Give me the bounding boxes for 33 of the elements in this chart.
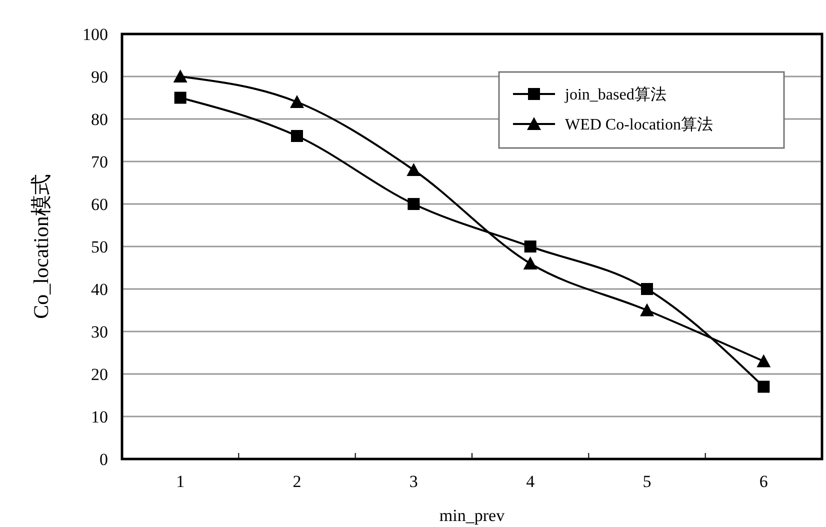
point xyxy=(641,283,653,295)
y-tick-label: 0 xyxy=(100,450,108,469)
y-tick-label: 50 xyxy=(91,237,108,256)
point xyxy=(290,95,304,108)
point xyxy=(173,70,188,82)
y-tick-label: 100 xyxy=(82,24,108,44)
point xyxy=(291,130,303,142)
point xyxy=(174,92,186,104)
point xyxy=(523,256,538,270)
x-tick-label: 1 xyxy=(176,472,185,491)
y-tick-label: 20 xyxy=(91,364,108,384)
point xyxy=(524,240,536,252)
x-tick-label: 4 xyxy=(526,472,536,491)
point xyxy=(758,380,770,393)
legend-label: join_based算法 xyxy=(564,86,666,104)
x-tick-label: 2 xyxy=(292,472,302,491)
y-tick-label: 60 xyxy=(91,194,108,214)
x-tick-label: 3 xyxy=(409,472,418,491)
y-tick-label: 70 xyxy=(91,152,108,172)
y-tick-label: 80 xyxy=(91,110,108,129)
x-tick-label: 6 xyxy=(759,472,768,491)
x-tick-label: 5 xyxy=(642,472,652,491)
y-tick-label: 90 xyxy=(91,67,108,86)
point xyxy=(408,198,420,210)
point xyxy=(406,163,421,176)
point xyxy=(756,354,771,368)
y-tick-label: 10 xyxy=(91,407,108,426)
legend-label: WED Co-location算法 xyxy=(565,116,713,134)
point xyxy=(640,303,654,316)
x-axis-title: min_prev xyxy=(439,506,506,525)
y-tick-label: 30 xyxy=(91,322,108,342)
y-axis-title: Co_location模式 xyxy=(29,174,53,319)
y-tick-label: 40 xyxy=(91,280,108,299)
